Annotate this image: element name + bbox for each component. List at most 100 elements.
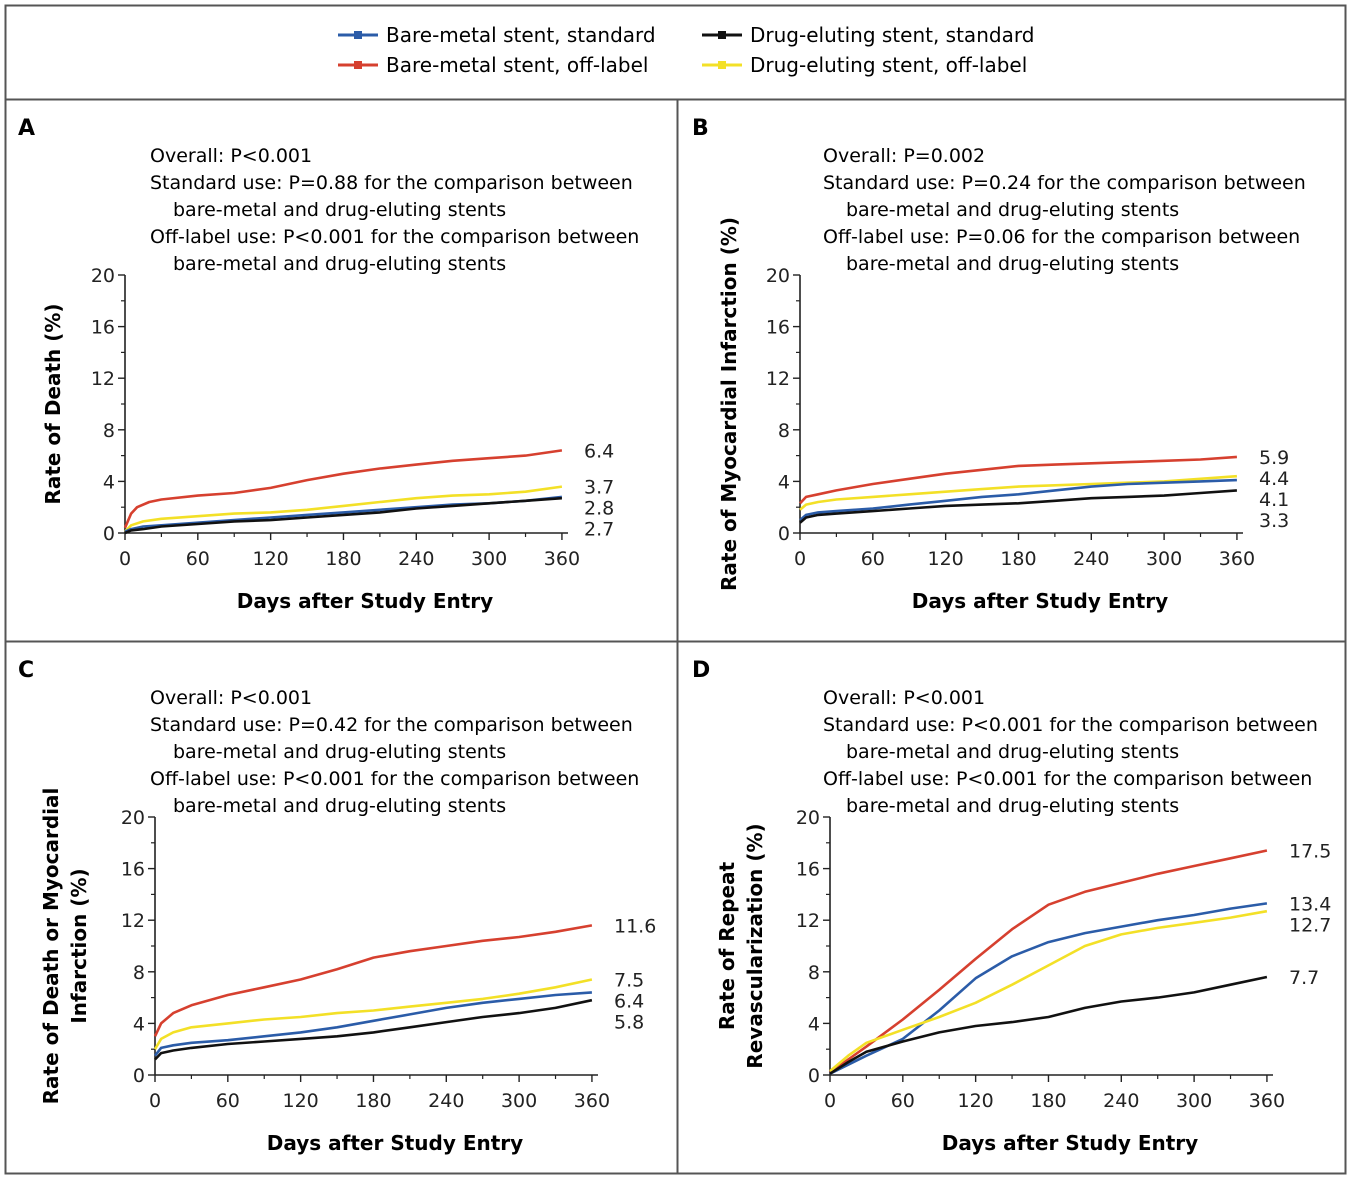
x-tick-label: 60 (861, 548, 885, 570)
legend-item-bare-metal-standard: Bare-metal stent, standard (338, 23, 656, 47)
x-tick-label: 300 (501, 1090, 537, 1112)
x-tick-label: 360 (574, 1090, 610, 1112)
annotation-off-label: Off-label use: P<0.001 for the compariso… (150, 226, 639, 248)
y-tick-label: 0 (103, 523, 115, 545)
annotation-overall: Overall: P<0.001 (150, 687, 312, 709)
y-tick-label: 20 (91, 265, 115, 287)
series-line (124, 485, 563, 533)
series-line (153, 924, 593, 1037)
series-line (799, 478, 1237, 522)
y-tick-label: 0 (133, 1065, 145, 1087)
annotation-standard-cont: bare-metal and drug-eluting stents (173, 199, 506, 221)
x-tick-label: 0 (824, 1090, 836, 1112)
panel-a: A Overall: P<0.001 Standard use: P=0.88 … (18, 116, 639, 613)
x-tick-label: 60 (186, 548, 210, 570)
x-tick-label: 180 (325, 548, 361, 570)
plot-area: 0 60 120 180 240 300 360 0 4 8 12 16 20 5.94.44.13.3 (766, 265, 1289, 570)
annotation-standard: Standard use: P=0.24 for the comparison … (823, 172, 1306, 194)
x-tick-label: 360 (1249, 1090, 1285, 1112)
legend-item-drug-eluting-off-label: Drug-eluting stent, off-label (702, 53, 1027, 77)
y-axis-label: Rate of Death (%) (41, 303, 65, 504)
x-axis-label: Days after Study Entry (267, 1131, 523, 1155)
y-tick-label: 4 (103, 471, 115, 493)
series-end-label: 3.7 (584, 477, 614, 499)
annotation-off-label: Off-label use: P<0.001 for the compariso… (823, 768, 1312, 790)
x-tick-label: 60 (891, 1090, 915, 1112)
series-end-label: 17.5 (1289, 841, 1331, 863)
series-line (153, 978, 593, 1050)
annotation-standard-cont: bare-metal and drug-eluting stents (846, 741, 1179, 763)
series-end-label: 4.1 (1259, 489, 1289, 511)
legend-swatch-marker (718, 31, 726, 39)
x-tick-label: 300 (471, 548, 507, 570)
annotation-off-label-cont: bare-metal and drug-eluting stents (173, 795, 506, 817)
x-tick-label: 240 (428, 1090, 464, 1112)
y-tick-label: 16 (796, 859, 820, 881)
x-axis-label: Days after Study Entry (912, 589, 1168, 613)
annotation-off-label: Off-label use: P=0.06 for the comparison… (823, 226, 1300, 248)
plot-area: 0 60 120 180 240 300 360 0 4 8 12 16 20 11.6 7.56.45.8 (121, 807, 657, 1112)
figure-border (4, 4, 1347, 1175)
y-tick-label: 4 (133, 1013, 145, 1035)
series-end-label: 2.7 (584, 519, 614, 541)
x-axis-label: Days after Study Entry (237, 589, 493, 613)
series-line (829, 849, 1268, 1074)
legend-item-bare-metal-off-label: Bare-metal stent, off-label (338, 53, 648, 77)
annotation-off-label: Off-label use: P<0.001 for the compariso… (150, 768, 639, 790)
x-tick-label: 300 (1146, 548, 1182, 570)
series-end-label: 3.3 (1259, 510, 1289, 532)
y-tick-label: 16 (766, 317, 790, 339)
y-tick-label: 8 (103, 420, 115, 442)
annotation-overall: Overall: P<0.001 (823, 687, 985, 709)
x-tick-label: 180 (355, 1090, 391, 1112)
series-end-label: 6.4 (614, 991, 644, 1013)
legend-label: Drug-eluting stent, standard (750, 23, 1034, 47)
y-axis-label-line-1: Rate of Death or Myocardial (39, 788, 63, 1105)
x-tick-label: 60 (216, 1090, 240, 1112)
legend-swatch-marker (354, 61, 362, 69)
series-end-label: 2.8 (584, 498, 614, 520)
x-tick-label: 120 (283, 1090, 319, 1112)
y-tick-label: 4 (778, 471, 790, 493)
x-tick-label: 240 (1103, 1090, 1139, 1112)
series-line (829, 975, 1268, 1075)
x-tick-label: 120 (253, 548, 289, 570)
annotation-off-label-cont: bare-metal and drug-eluting stents (846, 253, 1179, 275)
series-end-label: 7.5 (614, 970, 644, 992)
panel-letter: C (18, 658, 34, 683)
y-axis-label-line-1: Rate of Repeat (715, 861, 739, 1030)
series-line (123, 449, 563, 529)
y-tick-label: 12 (121, 910, 145, 932)
y-axis-label-line-2: Infarction (%) (67, 868, 91, 1023)
y-tick-label: 20 (121, 807, 145, 829)
annotation-standard-cont: bare-metal and drug-eluting stents (846, 199, 1179, 221)
y-tick-label: 12 (91, 368, 115, 390)
y-tick-label: 20 (766, 265, 790, 287)
series-end-label: 7.7 (1289, 967, 1319, 989)
x-axis-label: Days after Study Entry (942, 1131, 1198, 1155)
annotation-off-label-cont: bare-metal and drug-eluting stents (173, 253, 506, 275)
x-tick-label: 240 (1073, 548, 1109, 570)
panel-b: B Overall: P=0.002 Standard use: P=0.24 … (692, 116, 1306, 613)
legend-label: Bare-metal stent, standard (386, 23, 656, 47)
legend-swatch-marker (354, 31, 362, 39)
series-end-label: 6.4 (584, 440, 614, 462)
plot-area: 0 60 120 180 240 300 360 0 4 8 12 16 20 17.5 13.412.7 7… (796, 807, 1332, 1112)
y-axis-label-line-2: Revascularization (%) (743, 823, 767, 1068)
legend-swatch-marker (718, 61, 726, 69)
x-tick-label: 360 (544, 548, 580, 570)
y-tick-label: 20 (796, 807, 820, 829)
series-line (829, 902, 1268, 1075)
annotation-overall: Overall: P=0.002 (823, 145, 985, 167)
series-end-label: 5.8 (614, 1012, 644, 1034)
y-tick-label: 8 (133, 962, 145, 984)
y-tick-label: 4 (808, 1013, 820, 1035)
panel-letter: D (692, 658, 710, 683)
y-tick-label: 16 (121, 859, 145, 881)
x-tick-label: 180 (1000, 548, 1036, 570)
x-tick-label: 180 (1030, 1090, 1066, 1112)
annotation-standard: Standard use: P=0.42 for the comparison … (150, 714, 633, 736)
annotation-off-label-cont: bare-metal and drug-eluting stents (846, 795, 1179, 817)
series-line (799, 455, 1237, 505)
y-tick-label: 0 (808, 1065, 820, 1087)
